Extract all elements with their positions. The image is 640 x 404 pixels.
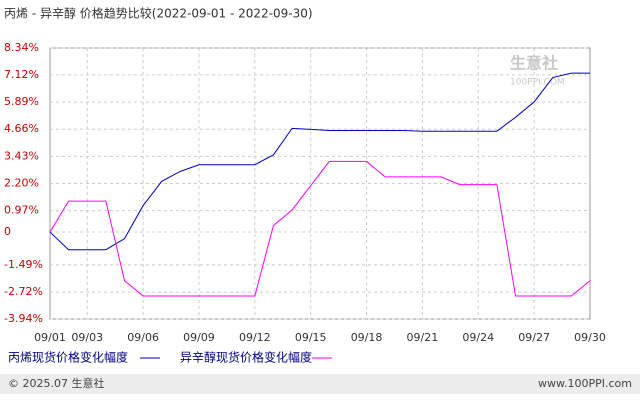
y-tick-label: 5.89%: [4, 95, 39, 108]
x-tick-label: 09/24: [462, 331, 494, 344]
y-tick-label: 0: [4, 225, 11, 238]
x-tick-label: 09/15: [295, 331, 327, 344]
y-tick-label: -3.94%: [4, 312, 43, 325]
x-tick-label: 09/18: [351, 331, 383, 344]
watermark: 100PPI.COM: [510, 78, 565, 88]
y-tick-label: 8.34%: [4, 41, 39, 54]
y-tick-label: 7.12%: [4, 68, 39, 81]
series-line: [49, 160, 591, 297]
series-line: [49, 72, 590, 251]
x-tick-label: 09/21: [407, 331, 439, 344]
y-tick-label: 3.43%: [4, 149, 39, 162]
x-tick-label: 09/01: [34, 331, 66, 344]
x-tick-label: 09/12: [239, 331, 271, 344]
x-tick-label: 09/30: [574, 331, 606, 344]
y-tick-label: -1.49%: [4, 258, 43, 271]
y-tick-label: 0.97%: [4, 204, 39, 217]
footer-left: © 2025.07 生意社: [8, 376, 104, 390]
y-tick-label: 4.66%: [4, 122, 39, 135]
x-tick-label: 09/03: [71, 331, 103, 344]
y-tick-label: -2.72%: [4, 285, 43, 298]
y-tick-label: 2.20%: [4, 177, 39, 190]
x-tick-label: 09/09: [183, 331, 215, 344]
x-tick-label: 09/27: [518, 331, 550, 344]
footer-right: www.100PPI.com: [538, 377, 632, 390]
x-tick-label: 09/06: [127, 331, 159, 344]
chart-title: 丙烯 - 异辛醇 价格趋势比较(2022-09-01 - 2022-09-30): [4, 6, 313, 21]
legend-label: 异辛醇现货价格变化幅度: [180, 350, 312, 365]
legend-label: 丙烯现货价格变化幅度: [8, 350, 128, 365]
footer-bar: [0, 374, 640, 394]
